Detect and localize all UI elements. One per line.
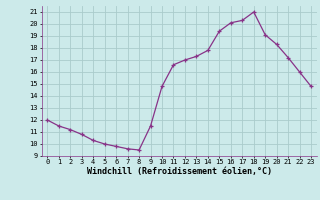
X-axis label: Windchill (Refroidissement éolien,°C): Windchill (Refroidissement éolien,°C) [87, 167, 272, 176]
